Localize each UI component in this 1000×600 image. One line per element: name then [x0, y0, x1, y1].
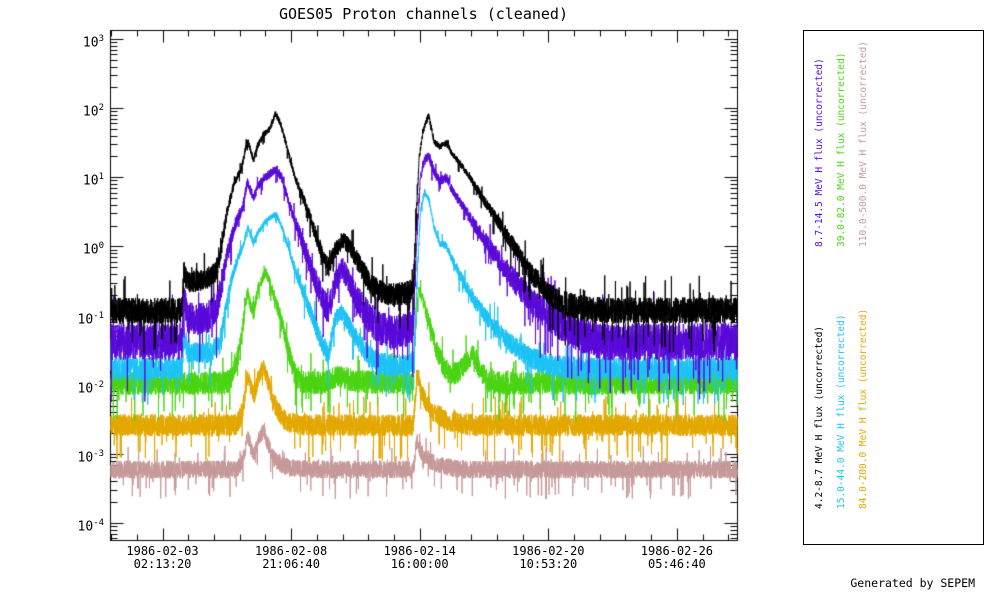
x-axis-tick-label: 1986-02-20 10:53:20	[512, 544, 585, 571]
legend-box	[803, 30, 984, 545]
y-axis-tick-label: 101	[82, 172, 104, 189]
legend-label: 4.2-8.7 MeV H flux (uncorrected)	[814, 325, 825, 509]
y-axis-tick-label: 100	[82, 241, 104, 258]
legend-label: 8.7-14.5 MeV H flux (uncorrected)	[814, 58, 825, 247]
legend-label: 15.0-44.0 MeV H flux (uncorrected)	[836, 314, 847, 509]
y-axis-tick-label: 10-3	[77, 448, 105, 466]
y-axis-tick-label: 10-2	[77, 379, 105, 397]
y-axis-tick-label: 10-1	[77, 310, 105, 327]
watermark: Generated by SEPEM	[850, 576, 975, 590]
legend-label: 110.0-500.0 MeV H flux (uncorrected)	[858, 41, 869, 247]
legend-label: 84.0-200.0 MeV H flux (uncorrected)	[858, 308, 869, 509]
x-axis-tick-label: 1986-02-14 16:00:00	[383, 544, 456, 571]
legend-label: 39.0-82.0 MeV H flux (uncorrected)	[836, 52, 847, 247]
y-axis-tick-label: 103	[82, 34, 104, 51]
x-axis-tick-label: 1986-02-26 05:46:40	[640, 544, 714, 571]
y-axis-tick-label: 10-4	[77, 517, 105, 535]
x-axis-tick-label: 1986-02-08 21:06:40	[254, 544, 328, 571]
y-axis-tick-label: 102	[82, 103, 104, 120]
x-axis-tick-label: 1986-02-03 02:13:20	[126, 544, 199, 571]
chart-title: GOES05 Proton channels (cleaned)	[279, 5, 568, 23]
